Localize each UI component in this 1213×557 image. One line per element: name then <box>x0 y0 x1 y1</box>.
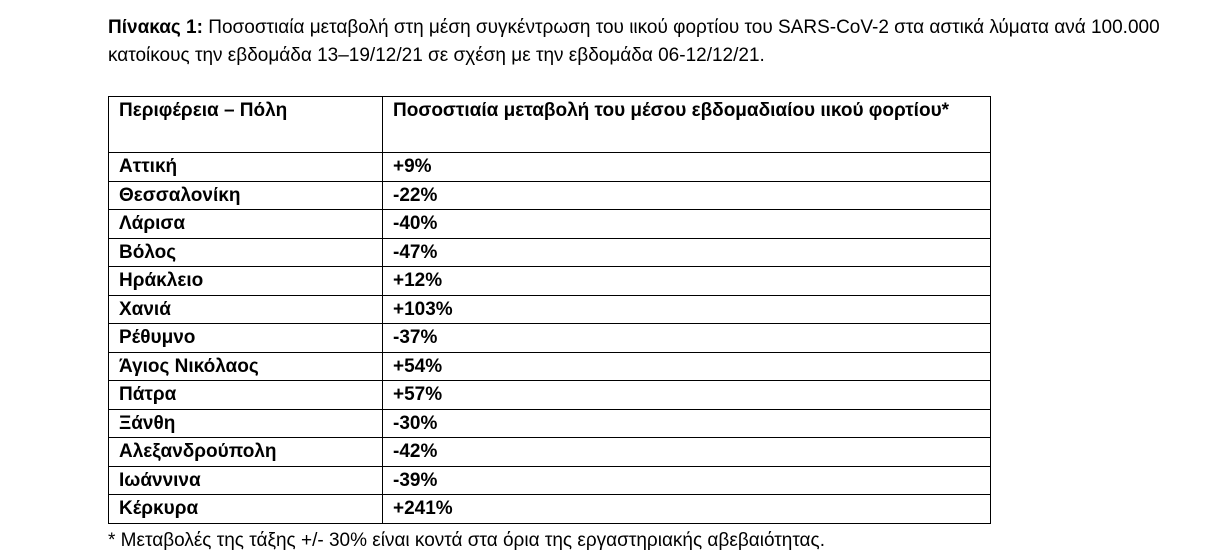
table-row: Χανιά +103% <box>108 294 991 324</box>
table-row: Αλεξανδρούπολη -42% <box>108 437 991 467</box>
cell-region: Άγιος Νικόλαος <box>108 351 383 381</box>
table-header-row: Περιφέρεια – Πόλη Ποσοστιαία μεταβολή το… <box>108 96 991 153</box>
cell-region: Ηράκλειο <box>108 266 383 296</box>
table-row: Θεσσαλονίκη -22% <box>108 180 991 210</box>
cell-change: -40% <box>382 209 991 239</box>
cell-region: Ξάνθη <box>108 408 383 438</box>
cell-change: +103% <box>382 294 991 324</box>
caption-text: Ποσοστιαία μεταβολή στη μέση συγκέντρωση… <box>108 17 1160 66</box>
cell-region: Ρέθυμνο <box>108 323 383 353</box>
cell-region: Χανιά <box>108 294 383 324</box>
cell-region: Θεσσαλονίκη <box>108 180 383 210</box>
footnote: * Μεταβολές της τάξης +/- 30% είναι κοντ… <box>108 530 825 551</box>
table-row: Ιωάννινα -39% <box>108 465 991 495</box>
cell-change: -37% <box>382 323 991 353</box>
table-row: Κέρκυρα +241% <box>108 494 991 524</box>
table-row: Ηράκλειο +12% <box>108 266 991 296</box>
table-row: Λάρισα -40% <box>108 209 991 239</box>
table-row: Βόλος -47% <box>108 237 991 267</box>
header-change: Ποσοστιαία μεταβολή του μέσου εβδομαδιαί… <box>382 96 991 153</box>
table-caption: Πίνακας 1: Ποσοστιαία μεταβολή στη μέση … <box>108 14 1198 70</box>
cell-change: -42% <box>382 437 991 467</box>
cell-change: +241% <box>382 494 991 524</box>
table-row: Πάτρα +57% <box>108 380 991 410</box>
table-row: Άγιος Νικόλαος +54% <box>108 351 991 381</box>
table-row: Ξάνθη -30% <box>108 408 991 438</box>
cell-change: -39% <box>382 465 991 495</box>
cell-region: Πάτρα <box>108 380 383 410</box>
table-row: Αττική +9% <box>108 152 991 182</box>
cell-change: +54% <box>382 351 991 381</box>
table-row: Ρέθυμνο -37% <box>108 323 991 353</box>
caption-label: Πίνακας 1: <box>108 17 203 38</box>
header-region: Περιφέρεια – Πόλη <box>108 96 383 153</box>
cell-change: +12% <box>382 266 991 296</box>
cell-change: -30% <box>382 408 991 438</box>
cell-change: +57% <box>382 380 991 410</box>
cell-region: Αλεξανδρούπολη <box>108 437 383 467</box>
cell-change: -22% <box>382 180 991 210</box>
wastewater-viral-load-table: Περιφέρεια – Πόλη Ποσοστιαία μεταβολή το… <box>108 96 991 524</box>
cell-region: Κέρκυρα <box>108 494 383 524</box>
cell-change: -47% <box>382 237 991 267</box>
cell-region: Ιωάννινα <box>108 465 383 495</box>
cell-region: Αττική <box>108 152 383 182</box>
cell-region: Βόλος <box>108 237 383 267</box>
cell-region: Λάρισα <box>108 209 383 239</box>
table-body: Αττική +9% Θεσσαλονίκη -22% Λάρισα -40% Βόλος -… <box>108 152 991 524</box>
cell-change: +9% <box>382 152 991 182</box>
